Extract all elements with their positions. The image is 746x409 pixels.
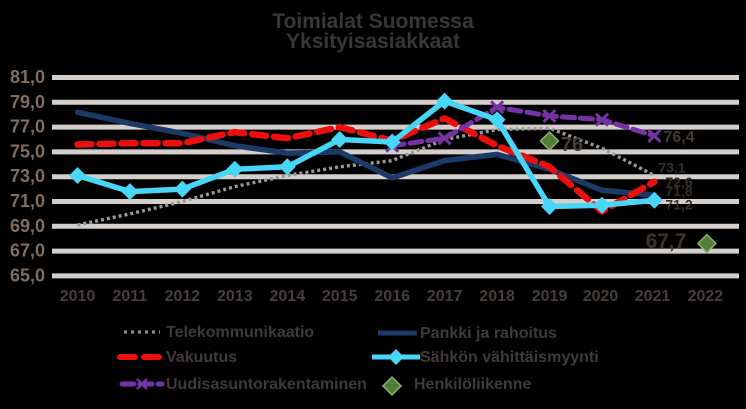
svg-text:2014: 2014 (270, 288, 306, 305)
svg-text:73,1: 73,1 (658, 160, 685, 176)
svg-text:2020: 2020 (583, 288, 619, 305)
svg-text:2013: 2013 (217, 288, 253, 305)
svg-text:Vakuutus: Vakuutus (166, 349, 237, 366)
svg-text:Toimialat Suomessa: Toimialat Suomessa (272, 10, 474, 33)
svg-text:73,0: 73,0 (10, 166, 45, 186)
svg-text:65,0: 65,0 (10, 265, 45, 285)
svg-text:67,0: 67,0 (10, 241, 45, 261)
svg-text:79,0: 79,0 (10, 92, 45, 112)
svg-text:2012: 2012 (165, 288, 201, 305)
svg-text:Uudisasuntorakentaminen: Uudisasuntorakentaminen (166, 376, 367, 393)
svg-text:71,2: 71,2 (665, 197, 692, 213)
svg-text:2021: 2021 (635, 288, 671, 305)
svg-text:Pankki ja rahoitus: Pankki ja rahoitus (420, 325, 557, 342)
svg-text:76: 76 (561, 134, 583, 156)
svg-text:2016: 2016 (374, 288, 410, 305)
svg-text:2018: 2018 (479, 288, 515, 305)
svg-text:2010: 2010 (60, 288, 96, 305)
svg-text:2022: 2022 (688, 288, 724, 305)
svg-text:81,0: 81,0 (10, 67, 45, 87)
svg-text:Yksityisasiakkaat: Yksityisasiakkaat (286, 30, 460, 53)
svg-text:72,6: 72,6 (665, 174, 692, 190)
svg-text:2019: 2019 (532, 288, 568, 305)
svg-text:2015: 2015 (322, 288, 358, 305)
svg-text:76,4: 76,4 (663, 129, 694, 146)
svg-text:69,0: 69,0 (10, 216, 45, 236)
svg-text:Telekommunikaatio: Telekommunikaatio (166, 324, 314, 341)
svg-text:71,0: 71,0 (10, 191, 45, 211)
svg-text:71,8: 71,8 (665, 183, 692, 199)
svg-text:Sähkön vähittäismyynti: Sähkön vähittäismyynti (420, 349, 599, 366)
svg-text:2011: 2011 (113, 288, 148, 305)
svg-text:67,7: 67,7 (646, 230, 687, 253)
svg-text:Henkilöliikenne: Henkilöliikenne (414, 376, 531, 393)
svg-text:77,0: 77,0 (10, 117, 45, 137)
svg-text:2017: 2017 (427, 288, 463, 305)
svg-text:75,0: 75,0 (10, 141, 45, 161)
